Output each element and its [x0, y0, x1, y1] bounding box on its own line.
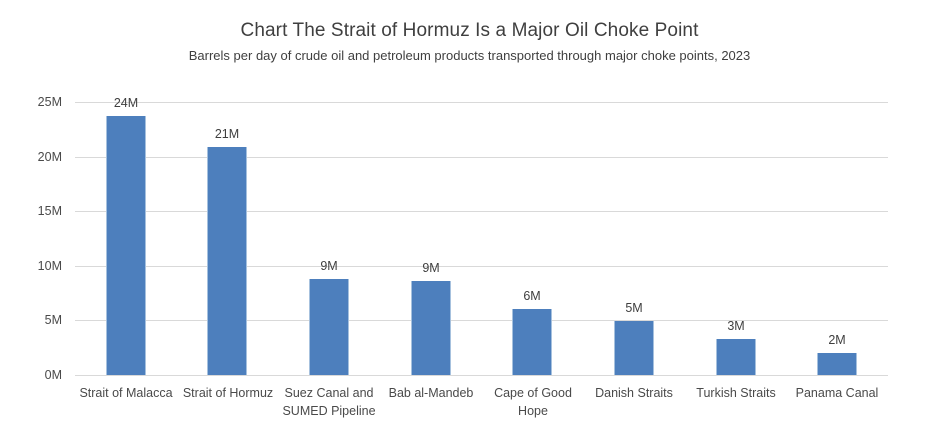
gridline-20M — [75, 157, 888, 158]
bar-bab-al-mandeb — [411, 281, 451, 375]
bar-value-label-strait-of-malacca: 24M — [113, 96, 139, 110]
bar-turkish-straits — [716, 339, 756, 375]
bar-value-label-turkish-straits: 3M — [727, 319, 745, 333]
gridline-15M — [75, 211, 888, 212]
x-tick-label-danish-straits: Danish Straits — [595, 386, 673, 400]
bar-suez-canal-and-sumed-pipeline — [309, 279, 349, 375]
x-tick-label-suez-canal-and-sumed-pipeline: Suez Canal and SUMED Pipeline — [282, 386, 376, 418]
bar-strait-of-hormuz — [207, 147, 247, 375]
x-tick-label-strait-of-malacca: Strait of Malacca — [79, 386, 173, 400]
x-tick-label-bab-al-mandeb: Bab al-Mandeb — [388, 386, 474, 400]
y-tick-label-0M: 0M — [44, 368, 62, 382]
y-tick-label-20M: 20M — [37, 149, 62, 164]
gridline-10M — [75, 266, 888, 267]
bar-value-label-danish-straits: 5M — [625, 301, 643, 315]
bar-cape-of-good-hope — [512, 309, 552, 375]
gridline-25M — [75, 102, 888, 103]
y-tick-label-25M: 25M — [37, 95, 62, 109]
gridline-5M — [75, 320, 888, 321]
x-tick-label-cape-of-good-hope: Cape of Good Hope — [494, 386, 572, 418]
plot-area: 24M 21M 9M 9M 6M 5M 3M 2M — [75, 96, 888, 376]
y-tick-label-5M: 5M — [44, 313, 62, 328]
bar-danish-straits — [614, 321, 654, 375]
bar-value-label-panama-canal: 2M — [828, 333, 846, 347]
bar-value-label-strait-of-hormuz: 21M — [214, 127, 240, 141]
bar-strait-of-malacca — [106, 116, 146, 375]
x-tick-label-panama-canal: Panama Canal — [795, 386, 879, 400]
bar-value-label-suez-canal-and-sumed-pipeline: 9M — [320, 259, 338, 273]
bar-value-label-cape-of-good-hope: 6M — [523, 289, 541, 303]
bar-panama-canal — [817, 353, 857, 375]
chart-subtitle: Barrels per day of crude oil and petrole… — [188, 48, 751, 63]
chart-title: Chart The Strait of Hormuz Is a Major Oi… — [240, 20, 699, 41]
gridline-0M — [75, 375, 888, 376]
y-tick-label-15M: 15M — [37, 204, 62, 219]
bar-value-label-bab-al-mandeb: 9M — [422, 261, 440, 275]
x-tick-label-strait-of-hormuz: Strait of Hormuz — [182, 386, 274, 400]
x-tick-label-turkish-straits: Turkish Straits — [696, 386, 776, 400]
y-tick-label-10M: 10M — [37, 258, 62, 273]
